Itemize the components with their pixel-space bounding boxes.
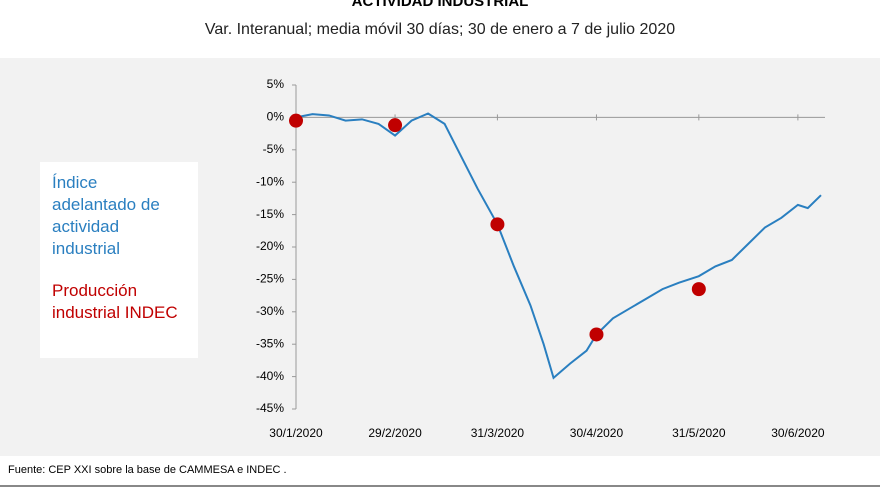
data-line [295,112,822,380]
legend-entry: Producción industrial INDEC [52,281,178,322]
x-tick-label: 31/5/2020 [672,426,726,440]
y-tick-label: 0% [267,110,285,124]
y-tick-label: -20% [256,239,284,253]
x-tick-label: 31/3/2020 [471,426,525,440]
chart-subtitle: Var. Interanual; media móvil 30 días; 30… [205,21,675,38]
source-note: Fuente: CEP XXI sobre la base de CAMMESA… [8,464,287,476]
legend: Índice adelantado de actividad industria… [40,162,198,358]
data-point [589,327,604,342]
y-tick-label: -45% [256,401,284,415]
y-tick-label: -5% [263,142,285,156]
chart-title: ACTIVIDAD INDUSTRIAL [352,0,529,10]
y-tick-label: -10% [256,174,284,188]
y-tick-label: -25% [256,272,284,286]
y-tick-label: -30% [256,304,284,318]
legend-entry: Índice adelantado de actividad industria… [52,173,160,258]
data-point [388,118,403,133]
y-tick-label: -40% [256,369,284,383]
y-tick-label: -35% [256,336,284,350]
x-tick-label: 29/2/2020 [368,426,422,440]
y-tick-label: 5% [267,77,285,91]
y-tick-label: -15% [256,207,284,221]
data-point [691,282,706,297]
x-tick-label: 30/1/2020 [269,426,323,440]
data-point [289,113,303,128]
x-tick-label: 30/4/2020 [570,426,624,440]
x-tick-label: 30/6/2020 [771,426,825,440]
data-point [490,217,505,232]
